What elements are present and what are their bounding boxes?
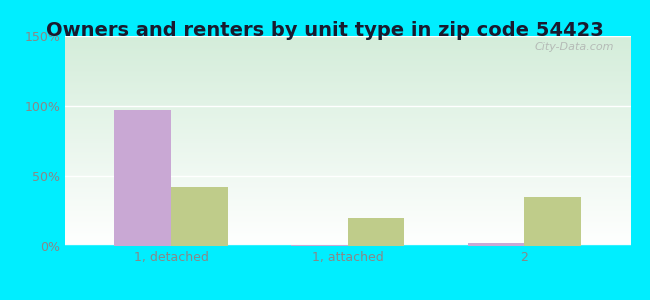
Legend: Owner occupied units, Renter occupied units: Owner occupied units, Renter occupied un… xyxy=(171,298,525,300)
Bar xyxy=(114,110,171,246)
Bar xyxy=(171,187,228,246)
Bar xyxy=(468,243,525,246)
Bar xyxy=(525,197,581,246)
Bar xyxy=(348,218,404,246)
Bar xyxy=(291,244,348,246)
Text: Owners and renters by unit type in zip code 54423: Owners and renters by unit type in zip c… xyxy=(46,21,604,40)
Text: City-Data.com: City-Data.com xyxy=(534,42,614,52)
